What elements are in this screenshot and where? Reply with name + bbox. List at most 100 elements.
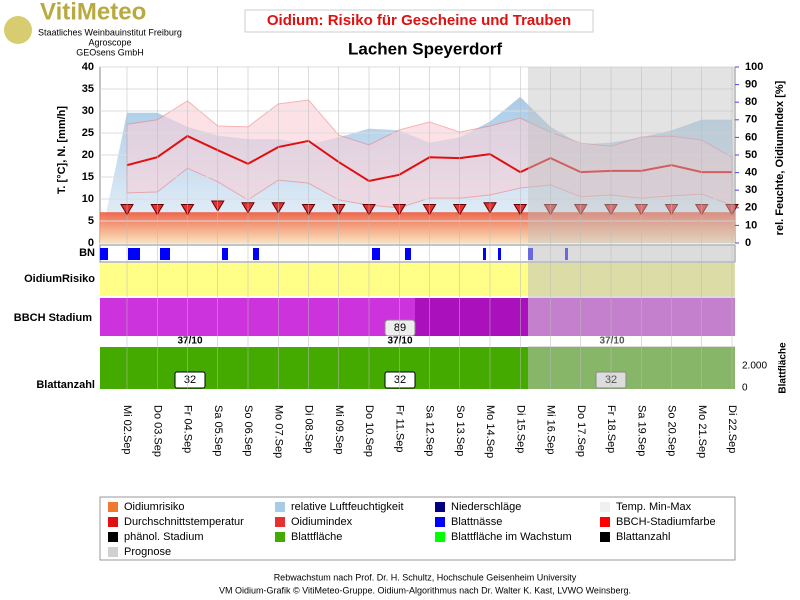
- stage: 37/10: [177, 336, 202, 347]
- legend-swatch: [108, 517, 118, 527]
- x-tick-label: Fr 11.Sep: [393, 405, 405, 453]
- legend-swatch: [435, 532, 445, 542]
- row-label: Blattanzahl: [36, 379, 95, 391]
- logo: VitiMeteo: [40, 0, 146, 25]
- y-tick-label: 20: [82, 149, 94, 161]
- legend-label: Blattfläche: [291, 531, 342, 543]
- x-tick-label: Mo 21.Sep: [696, 405, 708, 458]
- legend-swatch: [275, 532, 285, 542]
- forecast-shade: [528, 245, 735, 389]
- x-tick-label: So 13.Sep: [454, 405, 466, 456]
- legend-label: BBCH-Stadiumfarbe: [616, 516, 716, 528]
- leaf-badge: [384, 371, 416, 389]
- x-tick-label: Fr 04.Sep: [182, 405, 194, 453]
- x-tick-label: Do 17.Sep: [575, 405, 587, 457]
- y-tick-label: 25: [82, 127, 94, 139]
- x-tick-label: Do 10.Sep: [363, 405, 375, 457]
- y-tick-label: 40: [82, 61, 94, 73]
- y2-label: rel. Feuchte, OidiumIndex [%]: [774, 80, 786, 235]
- bbch-row: [415, 298, 528, 336]
- legend-label: Blattfläche im Wachstum: [451, 531, 572, 543]
- leaf-badge: [174, 371, 206, 389]
- x-tick-label: Sa 19.Sep: [635, 405, 647, 456]
- legend-swatch: [435, 502, 445, 512]
- bbch-value: 89: [394, 322, 406, 334]
- legend-swatch: [600, 532, 610, 542]
- title-box: [244, 9, 594, 33]
- bbch-row: [100, 298, 415, 336]
- x-tick-label: Mo 14.Sep: [484, 405, 496, 458]
- y2-tick-label: 60: [745, 131, 757, 143]
- leaf-count: 32: [394, 374, 406, 386]
- x-tick-label: Di 15.Sep: [514, 405, 526, 453]
- org: Agroscope: [88, 37, 131, 47]
- row-label: Blattfläche: [778, 342, 789, 394]
- y-label: T. [°C], N. [mm/h]: [56, 106, 68, 194]
- y-tick-label: 35: [82, 83, 94, 95]
- x-tick-label: Mi 02.Sep: [121, 405, 133, 455]
- y2-tick-label: 90: [745, 79, 757, 91]
- org: GEOsens GmbH: [76, 47, 144, 57]
- chart-subtitle: Lachen Speyerdorf: [348, 39, 502, 58]
- legend-swatch: [108, 532, 118, 542]
- leaf-wetness: [100, 248, 568, 260]
- legend: [99, 496, 736, 561]
- y2-tick-label: 0: [745, 237, 751, 249]
- x-tick-label: Sa 12.Sep: [424, 405, 436, 456]
- legend-label: Oidiumrisiko: [124, 501, 185, 513]
- stage: 37/10: [599, 336, 624, 347]
- legend-swatch: [600, 502, 610, 512]
- x-tick-label: Di 08.Sep: [303, 405, 315, 453]
- y-tick-label: 15: [82, 171, 94, 183]
- x-tick-label: Do 03.Sep: [151, 405, 163, 457]
- legend-swatch: [600, 517, 610, 527]
- row-label: BBCH Stadium: [14, 312, 92, 324]
- legend-swatch: [435, 517, 445, 527]
- y2-tick-label: 100: [745, 61, 763, 73]
- row-label: OidiumRisiko: [24, 273, 95, 285]
- y-tick-label: 0: [88, 237, 94, 249]
- legend-swatch: [275, 502, 285, 512]
- x-tick-label: So 20.Sep: [666, 405, 678, 456]
- legend-label: relative Luftfeuchtigkeit: [291, 501, 404, 513]
- legend-swatch: [275, 517, 285, 527]
- row-label: BN: [79, 247, 95, 259]
- x-tick-label: Sa 05.Sep: [212, 405, 224, 456]
- forecast-shade: [528, 67, 735, 243]
- y2-tick-label: 40: [745, 167, 757, 179]
- leaf-count: 32: [184, 374, 196, 386]
- x-tick-label: Mi 09.Sep: [333, 405, 345, 455]
- x-tick-label: So 06.Sep: [242, 405, 254, 456]
- legend-label: Blattnässe: [451, 516, 502, 528]
- x-tick-label: Di 22.Sep: [726, 405, 738, 453]
- y2-tick-label: 80: [745, 96, 757, 108]
- y-tick-label: 10: [82, 193, 94, 205]
- legend-swatch: [108, 502, 118, 512]
- legend-label: Prognose: [124, 546, 171, 558]
- y-tick-label: 5: [88, 215, 94, 227]
- risk-band: [100, 212, 735, 243]
- x-tick-label: Mi 16.Sep: [545, 405, 557, 455]
- stage-row: [100, 336, 735, 346]
- legend-label: Durchschnittstemperatur: [124, 516, 244, 528]
- y2-tick-label: 10: [745, 219, 757, 231]
- legend-label: Oidiumindex: [291, 516, 353, 528]
- x-tick-label: Mo 07.Sep: [272, 405, 284, 458]
- stage: 37/10: [387, 336, 412, 347]
- footer: VM Oidium-Grafik © VitiMeteo-Gruppe. Oid…: [219, 585, 631, 595]
- y-tick-label: 30: [82, 105, 94, 117]
- legend-label: Niederschläge: [451, 501, 521, 513]
- chart-title: Oidium: Risiko für Gescheine und Trauben: [267, 12, 571, 29]
- y2-tick-label: 50: [745, 149, 757, 161]
- y2-tick-label: 70: [745, 114, 757, 126]
- legend-swatch: [108, 547, 118, 557]
- y2-tick-label: 20: [745, 202, 757, 214]
- logo-icon: [4, 16, 32, 44]
- legend-label: phänol. Stadium: [124, 531, 204, 543]
- legend-label: Blattanzahl: [616, 531, 670, 543]
- y2-tick-label: 30: [745, 184, 757, 196]
- org: Staatliches Weinbauinstitut Freiburg: [38, 27, 182, 37]
- x-tick-label: Fr 18.Sep: [605, 405, 617, 453]
- footer: Rebwachstum nach Prof. Dr. H. Schultz, H…: [274, 572, 577, 582]
